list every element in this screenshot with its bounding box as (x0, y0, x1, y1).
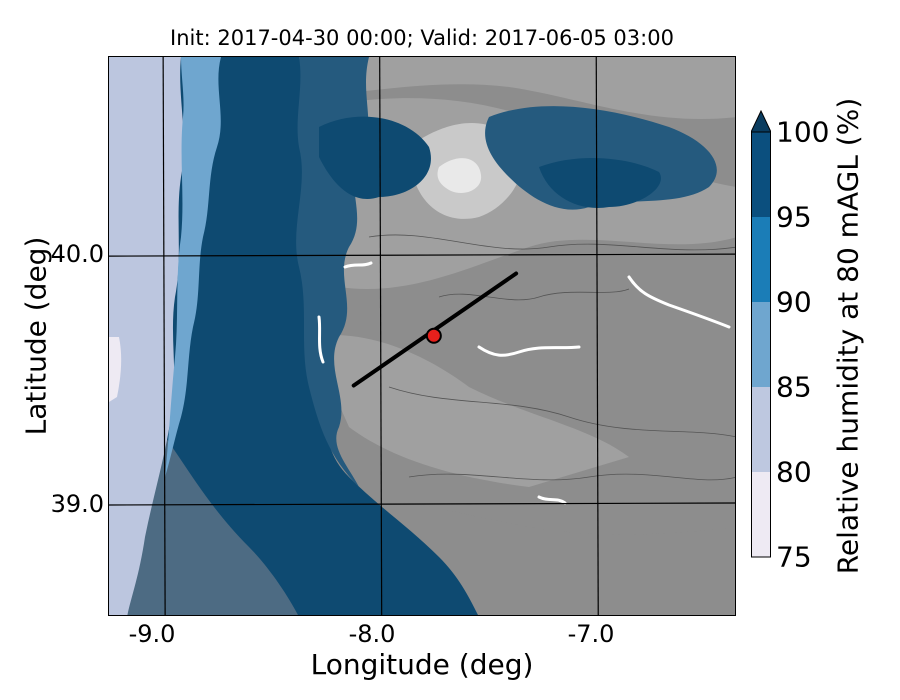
lightest-grey-patch (437, 158, 482, 194)
colorbar-tick-label: 90 (776, 285, 812, 319)
northeast-mid-blob (539, 157, 661, 208)
contour-2 (388, 386, 735, 438)
coast-pale-strip (109, 337, 122, 402)
humidity-map (109, 57, 735, 615)
meridian-line (162, 57, 166, 615)
colorbar-tick-label: 75 (776, 540, 812, 574)
colorbar-segment (751, 302, 771, 387)
parallel-line (109, 253, 735, 257)
colorbar-segment (751, 472, 771, 557)
colorbar-tick-label: 95 (776, 200, 812, 234)
graticule (109, 57, 735, 615)
river-south (537, 495, 567, 505)
colorbar-tick-label: 80 (776, 455, 812, 489)
colorbar-segment (751, 217, 771, 302)
x-tick-label: -7.0 (567, 620, 615, 648)
contour-4 (438, 288, 630, 301)
ocean-edge-strip (165, 57, 221, 477)
meridian-line (595, 57, 599, 615)
northern-humid-blob (319, 116, 431, 199)
x-tick-label: -9.0 (128, 620, 176, 648)
ocean-light-band (109, 57, 184, 615)
parallel-line (109, 502, 735, 506)
colorbar-extend-arrow (751, 110, 771, 133)
y-tick-label: 39.0 (50, 490, 104, 518)
river-north (343, 261, 373, 269)
x-axis-label: Longitude (deg) (310, 648, 534, 681)
meridian-line (379, 57, 383, 615)
plot-title: Init: 2017-04-30 00:00; Valid: 2017-06-0… (170, 26, 674, 50)
colorbar-tick-label: 100 (776, 115, 830, 149)
station-marker[interactable] (425, 327, 442, 344)
colorbar-segment (751, 132, 771, 217)
y-axis-label: Latitude (deg) (19, 236, 53, 436)
upper-north-grey (269, 57, 735, 119)
mid-grey-lowlands (309, 335, 629, 487)
river-west (317, 315, 325, 364)
contour-3 (408, 473, 735, 481)
map-panel[interactable] (108, 56, 736, 616)
colorbar-segment (751, 387, 771, 472)
colorbar-outline (751, 131, 771, 558)
contour-1 (368, 234, 735, 251)
river-mid (477, 345, 581, 357)
river-east (627, 275, 731, 329)
colorbar-tick-label: 85 (776, 370, 812, 404)
y-tick-label: 40.0 (50, 240, 104, 268)
colorbar-label: Relative humidity at 80 mAGL (%) (831, 97, 865, 575)
x-tick-label: -8.0 (348, 620, 396, 648)
humid-dark-band (126, 57, 478, 615)
colorbar (751, 110, 771, 558)
